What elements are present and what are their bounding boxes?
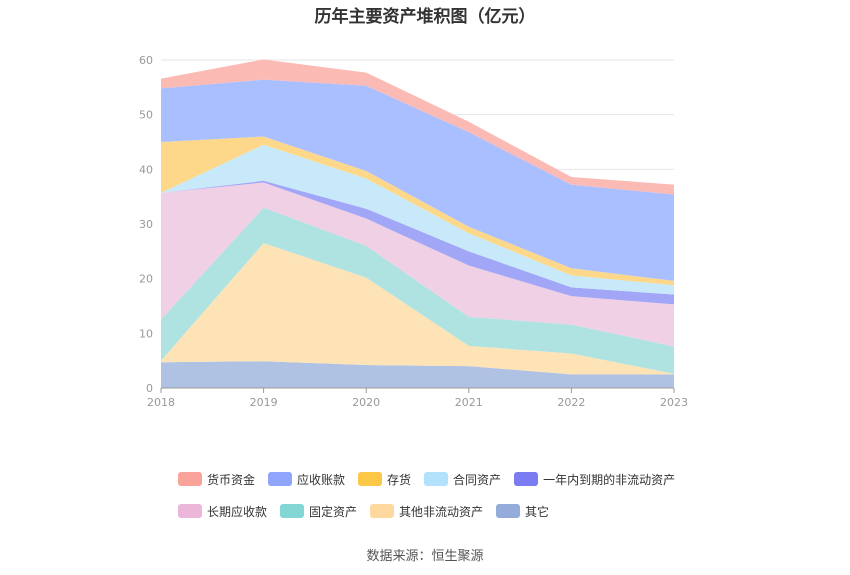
y-tick-label: 30 bbox=[139, 218, 153, 231]
legend-item[interactable]: 固定资产 bbox=[280, 503, 357, 520]
legend-label: 应收账款 bbox=[297, 472, 346, 487]
legend-item[interactable]: 合同资产 bbox=[424, 471, 501, 488]
legend-item[interactable]: 存货 bbox=[358, 471, 411, 488]
x-tick-label: 2018 bbox=[147, 396, 175, 409]
legend-row: 长期应收款 固定资产 其他非流动资产 其它 bbox=[178, 502, 698, 520]
x-tick-label: 2022 bbox=[557, 396, 585, 409]
legend-label: 固定资产 bbox=[309, 504, 358, 519]
legend-label: 长期应收款 bbox=[207, 504, 268, 519]
area-series-0 bbox=[161, 361, 674, 388]
legend-label: 其他非流动资产 bbox=[399, 504, 484, 519]
legend-swatch bbox=[178, 472, 202, 486]
legend-swatch bbox=[280, 504, 305, 518]
legend-item[interactable]: 长期应收款 bbox=[178, 503, 267, 520]
x-tick-label: 2021 bbox=[455, 396, 483, 409]
area-series-1 bbox=[161, 243, 674, 375]
legend-swatch bbox=[496, 504, 521, 518]
legend-item[interactable]: 一年内到期的非流动资产 bbox=[514, 471, 675, 488]
legend-label: 货币资金 bbox=[207, 472, 256, 487]
x-tick-label: 2019 bbox=[250, 396, 278, 409]
area-series-3 bbox=[161, 182, 674, 347]
legend-item[interactable]: 其他非流动资产 bbox=[370, 503, 483, 520]
legend-swatch bbox=[370, 504, 395, 518]
x-tick-label: 2020 bbox=[352, 396, 380, 409]
area-series-5 bbox=[161, 144, 674, 295]
area-series-6 bbox=[161, 136, 674, 286]
area-series-7 bbox=[161, 79, 674, 281]
data-source: 数据来源：恒生聚源 bbox=[366, 549, 484, 564]
chart-title: 历年主要资产堆积图（亿元） bbox=[314, 7, 536, 27]
y-tick-label: 20 bbox=[139, 273, 153, 286]
x-tick-label: 2023 bbox=[660, 396, 688, 409]
area-series-4 bbox=[161, 180, 674, 305]
legend-swatch bbox=[424, 472, 449, 486]
y-tick-label: 50 bbox=[139, 109, 153, 122]
y-tick-label: 0 bbox=[146, 382, 153, 395]
legend-item[interactable]: 其它 bbox=[496, 503, 549, 520]
legend-swatch bbox=[358, 472, 383, 486]
legend-swatch bbox=[178, 504, 202, 518]
legend-item[interactable]: 应收账款 bbox=[268, 471, 345, 488]
area-series-2 bbox=[161, 207, 674, 374]
legend-label: 合同资产 bbox=[453, 472, 502, 487]
legend-label: 存货 bbox=[387, 472, 412, 487]
area-series-8 bbox=[161, 59, 674, 195]
legend-label: 其它 bbox=[525, 504, 550, 519]
legend-swatch bbox=[268, 472, 293, 486]
y-tick-label: 40 bbox=[139, 163, 153, 176]
legend-swatch bbox=[514, 472, 539, 486]
y-tick-label: 10 bbox=[139, 327, 153, 340]
stacked-area-chart: 0 10 20 30 40 50 60 2018 2019 2020 2021 2022 2023 bbox=[139, 54, 688, 409]
legend-row: 货币资金 应收账款 存货 合同资产 一年内到期的非流动资产 bbox=[178, 470, 698, 488]
legend-item[interactable]: 货币资金 bbox=[178, 471, 255, 488]
y-tick-label: 60 bbox=[139, 54, 153, 67]
chart-legend: 货币资金 应收账款 存货 合同资产 一年内到期的非流动资产长期应收款 固定资产 其他非流动资… bbox=[178, 470, 698, 534]
legend-label: 一年内到期的非流动资产 bbox=[543, 472, 676, 487]
